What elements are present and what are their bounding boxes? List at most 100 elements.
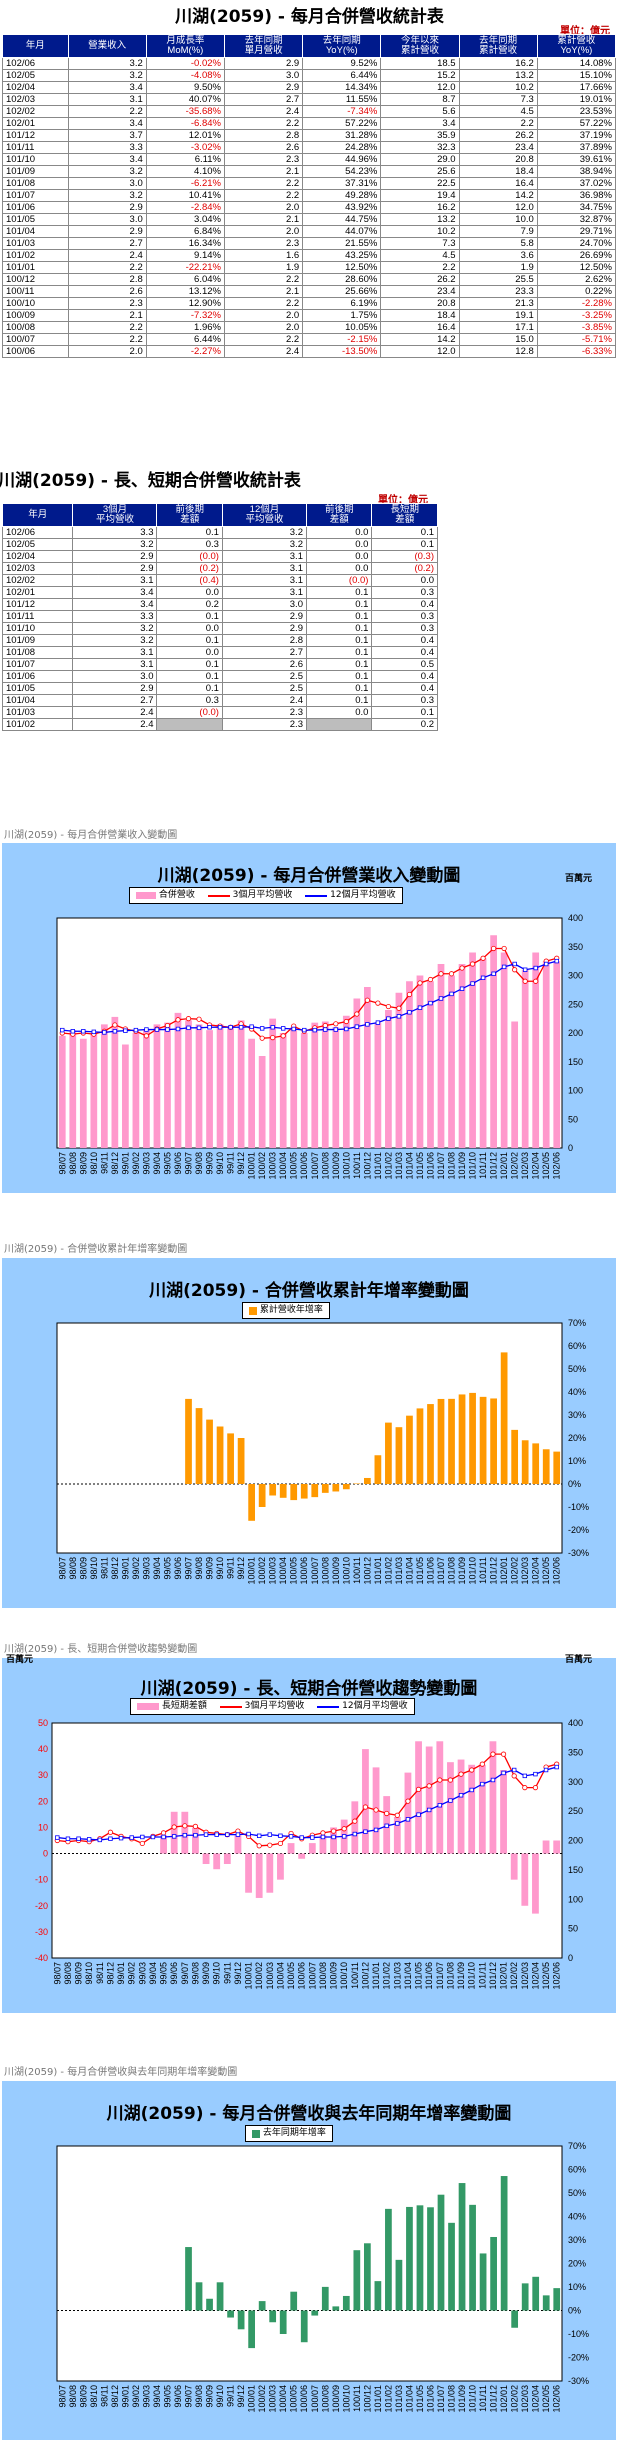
table-cell: 21.55% — [302, 237, 382, 250]
avg12-line-point — [511, 1767, 517, 1773]
table-row: 100/09 2.1 -7.32% 2.0 1.75% 18.4 19.1 -3.25% — [2, 309, 617, 322]
table-cell: 3.4 — [67, 117, 147, 130]
x-tick-label: 99/05 — [162, 1557, 172, 1580]
table-cell: 0.5 — [371, 658, 438, 671]
x-tick-label: 101/02 — [383, 1152, 393, 1180]
table-cell: 5.8 — [458, 237, 538, 250]
avg12-line-point — [259, 1026, 265, 1031]
cum-yoy-bar — [195, 1408, 203, 1484]
yoy-bar — [353, 2250, 361, 2311]
table-cell: 0.4 — [371, 670, 438, 683]
avg12-line-point — [501, 964, 507, 970]
y-tick-label: 30% — [568, 1410, 586, 1420]
avg3-line-point — [364, 997, 370, 1003]
table-row: 101/12 3.7 12.01% 2.8 31.28% 35.9 26.2 37.19% — [2, 129, 617, 142]
x-tick-label: 99/02 — [131, 2385, 141, 2408]
spread-bar — [362, 1749, 369, 1854]
table-cell: 6.19% — [302, 297, 382, 310]
x-tick-label: 99/05 — [162, 1152, 172, 1175]
avg3-line-point — [182, 1823, 188, 1829]
x-tick-label: 100/03 — [268, 2385, 278, 2413]
spread-bar — [160, 1835, 167, 1854]
monthly-revenue-table: 年月 營業收入 月成長率 MoM(%) 去年同期 單月營收 去年同期 YoY(%) 今年以… — [2, 34, 617, 358]
revenue-bar — [248, 1038, 256, 1148]
table-cell: 2.2 — [67, 333, 147, 346]
table-cell: 1.6 — [223, 249, 304, 262]
avg12-line-point — [278, 1833, 283, 1838]
table-cell: 2.4 — [72, 706, 158, 719]
yoy-bar — [237, 2310, 245, 2330]
avg12-line-point — [76, 1836, 81, 1841]
table-cell: 3.1 — [72, 646, 158, 659]
spread-bar — [489, 1741, 497, 1854]
table-cell: 0.1 — [305, 586, 373, 599]
chart4-caption: 川湖(2059) - 每月合併營收與去年同期年增率變動圖 — [4, 2067, 238, 2078]
cum-yoy-bar — [342, 1484, 350, 1490]
chart4-title: 川湖(2059) - 每月合併營收與去年同期年增率變動圖 — [106, 2104, 512, 2124]
avg12-line-point — [320, 1834, 326, 1840]
table-cell: 4.5 — [458, 105, 538, 118]
table-row: 101/10 3.4 6.11% 2.3 44.96% 29.0 20.8 39.61% — [2, 153, 617, 166]
table-cell: 57.22% — [536, 117, 617, 130]
x-tick-label: 101/04 — [404, 1152, 414, 1180]
avg3-line-point — [522, 978, 528, 984]
revenue-bar — [122, 1044, 129, 1148]
table-cell: 0.1 — [371, 706, 438, 719]
revenue-bar — [374, 1022, 382, 1148]
table-cell: 2.1 — [223, 165, 304, 178]
table-cell: 2.3 — [67, 297, 147, 310]
avg12-line-point — [207, 1025, 212, 1030]
table-cell: 16.2 — [458, 57, 538, 70]
legend-label: 12個月平均營收 — [330, 890, 396, 900]
table-row: 101/04 2.7 0.3 2.4 0.1 0.3 — [1, 694, 438, 707]
table-cell: 12.0 — [380, 345, 460, 358]
x-tick-label: 99/07 — [180, 1962, 190, 1985]
y-right-tick-label: 250 — [568, 1806, 583, 1816]
x-tick-label: 98/12 — [105, 1962, 115, 1985]
x-tick-label: 102/01 — [499, 2385, 509, 2413]
x-tick-label: 100/04 — [275, 1962, 285, 1990]
avg12-line-point — [480, 975, 486, 980]
avg3-line-point — [322, 1022, 328, 1029]
spread-bar — [542, 1840, 550, 1854]
spread-bar — [447, 1762, 454, 1854]
avg12-line-point — [171, 1834, 177, 1839]
x-tick-label: 99/09 — [201, 1962, 211, 1985]
x-tick-label: 101/06 — [425, 2385, 435, 2413]
y-tick-label: 60% — [568, 1341, 586, 1351]
revenue-bar — [406, 981, 413, 1148]
avg3-line-point — [490, 1751, 496, 1757]
table-cell: 102/06 — [2, 57, 69, 70]
table-cell: 6.84% — [145, 225, 225, 238]
revenue-bar — [311, 1022, 319, 1148]
table-cell: 0.1 — [305, 670, 373, 683]
x-tick-label: 100/07 — [307, 1962, 317, 1990]
table-cell: 0.0 — [305, 538, 373, 551]
table-cell: (0.4) — [156, 574, 223, 587]
spread-bar — [330, 1827, 337, 1854]
cum-yoy-bar — [185, 1398, 192, 1484]
chart3-caption: 川湖(2059) - 長、短期合併營收趨勢變動圖 — [4, 1644, 198, 1655]
avg12-line-point — [344, 1026, 349, 1032]
chart2-panel: 川湖(2059) - 合併營收累計年增率變動圖 累計營收年增率 -30% -20%… — [2, 1258, 616, 1608]
revenue-bar — [237, 1020, 245, 1148]
table-cell: -5.71% — [536, 333, 617, 346]
table-cell: 102/05 — [1, 538, 74, 551]
avg3-line-point — [511, 1773, 517, 1779]
x-tick-label: 101/08 — [447, 2385, 457, 2413]
table-row: 101/07 3.2 10.41% 2.2 49.28% 19.4 14.2 36.98% — [2, 189, 617, 202]
table-cell: 49.28% — [302, 189, 382, 202]
x-tick-label: 100/01 — [247, 1152, 257, 1180]
x-tick-label: 100/07 — [310, 1152, 320, 1180]
y-tick-label: 70% — [568, 1318, 586, 1328]
table-cell: 6.04% — [145, 273, 225, 286]
spread-bar — [170, 1811, 178, 1854]
x-tick-label: 101/01 — [373, 1557, 383, 1585]
x-tick-label: 99/09 — [205, 2385, 215, 2408]
table-cell: -6.33% — [536, 345, 617, 358]
x-tick-label: 102/03 — [520, 1152, 530, 1180]
table-cell: 2.4 — [72, 718, 158, 731]
table-cell: 3.1 — [221, 562, 307, 575]
legend-line-icon — [305, 894, 328, 897]
avg3-line-point — [171, 1824, 177, 1830]
